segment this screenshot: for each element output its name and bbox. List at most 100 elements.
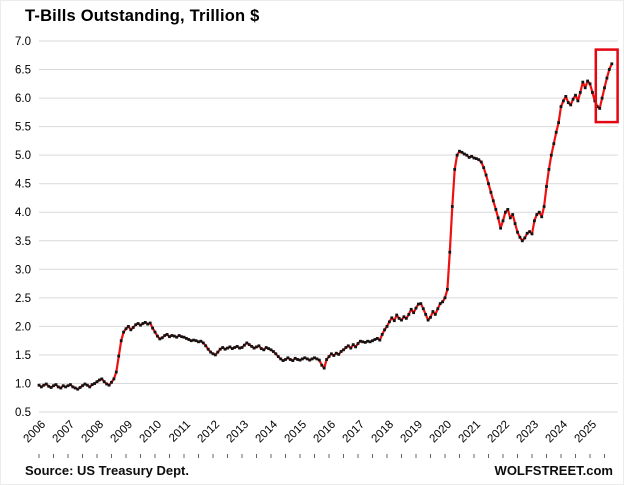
data-point — [424, 313, 428, 316]
data-point — [148, 321, 152, 325]
data-point — [547, 168, 551, 171]
data-point — [146, 322, 150, 326]
data-point — [175, 335, 179, 339]
data-point — [209, 350, 212, 354]
data-point — [380, 333, 384, 336]
data-point — [85, 383, 89, 387]
data-point — [257, 344, 261, 348]
data-point — [83, 382, 87, 386]
y-tick-label: 3.0 — [15, 264, 31, 276]
data-point — [192, 338, 196, 342]
data-point — [194, 339, 198, 343]
gridlines — [39, 40, 618, 413]
data-point — [264, 346, 268, 349]
data-point — [569, 103, 573, 107]
data-point — [61, 384, 65, 388]
data-point — [443, 296, 447, 300]
data-point — [600, 96, 604, 100]
data-point — [325, 358, 328, 361]
y-tick-label: 5.0 — [15, 150, 31, 162]
x-tick-label: 2019 — [399, 419, 426, 446]
data-point — [470, 154, 473, 158]
data-point — [211, 352, 215, 356]
data-point — [165, 333, 169, 336]
data-point — [566, 101, 570, 104]
data-point — [296, 358, 299, 361]
data-point — [462, 152, 466, 156]
data-point — [603, 86, 606, 90]
data-point — [540, 215, 544, 219]
data-point — [361, 340, 365, 344]
data-point — [143, 321, 147, 324]
data-point — [520, 239, 524, 243]
data-point — [172, 334, 176, 338]
data-point — [185, 337, 188, 340]
data-point — [564, 95, 568, 98]
data-point — [223, 347, 227, 351]
x-tick-label: 2017 — [341, 419, 368, 446]
data-point — [487, 182, 490, 186]
data-point — [243, 343, 246, 347]
data-point — [93, 382, 96, 385]
x-tick-label: 2016 — [312, 419, 339, 446]
data-point — [458, 149, 461, 153]
data-point — [390, 316, 394, 320]
data-point — [491, 199, 495, 203]
data-point — [414, 306, 418, 310]
data-point — [76, 387, 80, 391]
data-point — [66, 384, 70, 388]
data-point — [591, 91, 594, 94]
chart-footer: Source: US Treasury Dept. WOLFSTREET.com — [1, 463, 623, 478]
data-point — [368, 340, 372, 344]
data-point — [250, 345, 254, 348]
x-tick-label: 2010 — [138, 419, 165, 446]
data-point — [274, 352, 278, 356]
data-point — [533, 219, 536, 223]
data-point — [342, 348, 345, 352]
y-tick-label: 1.0 — [15, 378, 31, 390]
x-tick-label: 2011 — [167, 419, 193, 445]
data-point — [583, 86, 587, 90]
data-point — [489, 190, 493, 194]
data-point — [214, 353, 217, 357]
data-point — [506, 208, 510, 211]
y-tick-label: 6.0 — [15, 93, 31, 105]
data-point — [359, 339, 362, 343]
data-point — [156, 334, 159, 338]
source-label: Source: US Treasury Dept. — [25, 463, 189, 478]
data-point — [453, 168, 457, 171]
data-point — [395, 313, 399, 317]
data-point — [530, 232, 534, 236]
data-point — [259, 347, 263, 350]
data-point — [52, 384, 55, 388]
data-point — [107, 383, 111, 387]
x-tick-marks — [38, 454, 605, 458]
data-point — [247, 343, 251, 346]
brand-label: WOLFSTREET.com — [494, 463, 613, 478]
y-tick-label: 4.0 — [15, 207, 31, 219]
data-point — [438, 302, 442, 305]
data-point — [344, 346, 348, 349]
data-point — [44, 382, 48, 386]
data-point — [64, 385, 67, 389]
data-point — [110, 380, 113, 384]
data-point — [59, 386, 63, 390]
data-point — [433, 313, 437, 316]
data-point — [562, 99, 565, 103]
data-point — [230, 347, 234, 350]
data-point — [402, 315, 406, 319]
data-point — [482, 166, 486, 170]
data-point — [574, 93, 577, 97]
data-point — [320, 363, 324, 367]
data-point — [293, 356, 297, 360]
data-point — [141, 322, 145, 325]
data-point — [516, 230, 519, 234]
x-tick-label: 2024 — [544, 418, 571, 445]
data-point — [467, 156, 471, 159]
data-point — [37, 383, 41, 387]
data-point — [276, 355, 280, 358]
data-point — [349, 346, 353, 350]
data-point — [412, 311, 415, 315]
data-point — [235, 345, 239, 348]
